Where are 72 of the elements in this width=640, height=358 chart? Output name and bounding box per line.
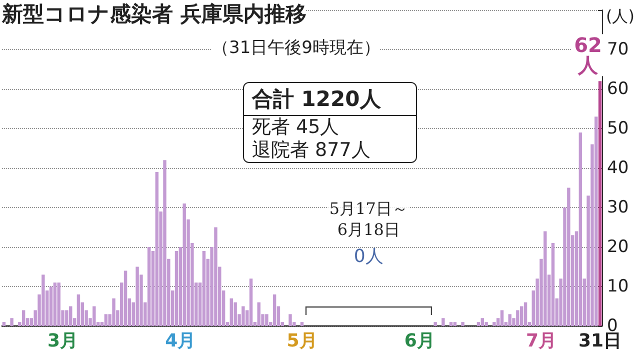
bar	[76, 294, 80, 326]
bar	[449, 322, 453, 326]
text: （31日午後9時現在）	[212, 36, 380, 59]
y-tick-label: 20	[607, 237, 629, 257]
annotation: 死者 45人	[251, 116, 340, 139]
bar	[10, 318, 14, 326]
bar	[124, 270, 128, 326]
bar	[182, 204, 186, 326]
x-tick-label: 4月	[165, 330, 196, 352]
y-tick-label: 30	[607, 198, 629, 218]
annotation: 5月17日～6月18日	[328, 198, 410, 240]
bar	[265, 314, 268, 326]
bar	[567, 188, 570, 326]
data-label: 62人	[574, 33, 602, 78]
bar	[22, 310, 26, 326]
y-tick-label: 40	[607, 158, 629, 178]
bar	[508, 314, 512, 326]
bar	[65, 310, 68, 326]
bar	[461, 322, 464, 326]
bar	[230, 298, 234, 326]
annotation: 合計 1220人	[244, 83, 416, 116]
bar	[484, 322, 488, 326]
bar	[92, 306, 96, 326]
annotation: 退院者 877人	[251, 139, 372, 162]
annotation: 0人	[352, 245, 384, 268]
bar	[155, 172, 159, 326]
bar	[594, 116, 598, 326]
bar	[288, 314, 292, 326]
bar	[434, 322, 437, 326]
bar	[257, 302, 260, 326]
bar	[53, 282, 57, 326]
bar	[2, 322, 6, 326]
x-tick-label: 7月	[526, 330, 556, 352]
bar	[453, 322, 457, 326]
bar	[544, 231, 547, 326]
y-tick-label: 60	[607, 79, 629, 99]
bar	[112, 298, 116, 326]
bar	[234, 302, 237, 326]
bar	[520, 306, 524, 326]
bar	[516, 310, 520, 326]
y-axis-title: (人)	[606, 6, 634, 26]
bar	[578, 132, 582, 326]
bar	[104, 314, 108, 326]
bar	[524, 302, 528, 326]
bar	[500, 310, 504, 326]
bar	[242, 306, 245, 326]
y-tick-label: 70	[607, 40, 629, 60]
bar	[551, 243, 555, 326]
y-tick-label: 10	[607, 276, 629, 296]
x-tick-label: 5月	[286, 330, 318, 352]
bar	[174, 250, 178, 326]
x-tick-label: 3月	[48, 330, 78, 352]
bar	[272, 294, 276, 326]
bar	[42, 274, 45, 326]
bar	[202, 250, 206, 326]
bar	[480, 318, 484, 326]
bar	[69, 306, 72, 326]
bar	[249, 278, 253, 326]
bar	[492, 322, 496, 326]
bar	[57, 282, 60, 326]
bar	[136, 266, 139, 326]
bar	[163, 160, 166, 326]
bar	[300, 322, 304, 326]
y-tick-label: 50	[607, 118, 629, 138]
chart-title: 新型コロナ感染者 兵庫県内推移	[2, 0, 306, 28]
bar	[598, 81, 602, 326]
x-tick-label: 6月	[404, 330, 435, 352]
bar	[476, 322, 480, 326]
bar	[214, 227, 218, 326]
bar	[147, 247, 151, 326]
bar	[49, 286, 53, 326]
bar	[442, 318, 445, 326]
